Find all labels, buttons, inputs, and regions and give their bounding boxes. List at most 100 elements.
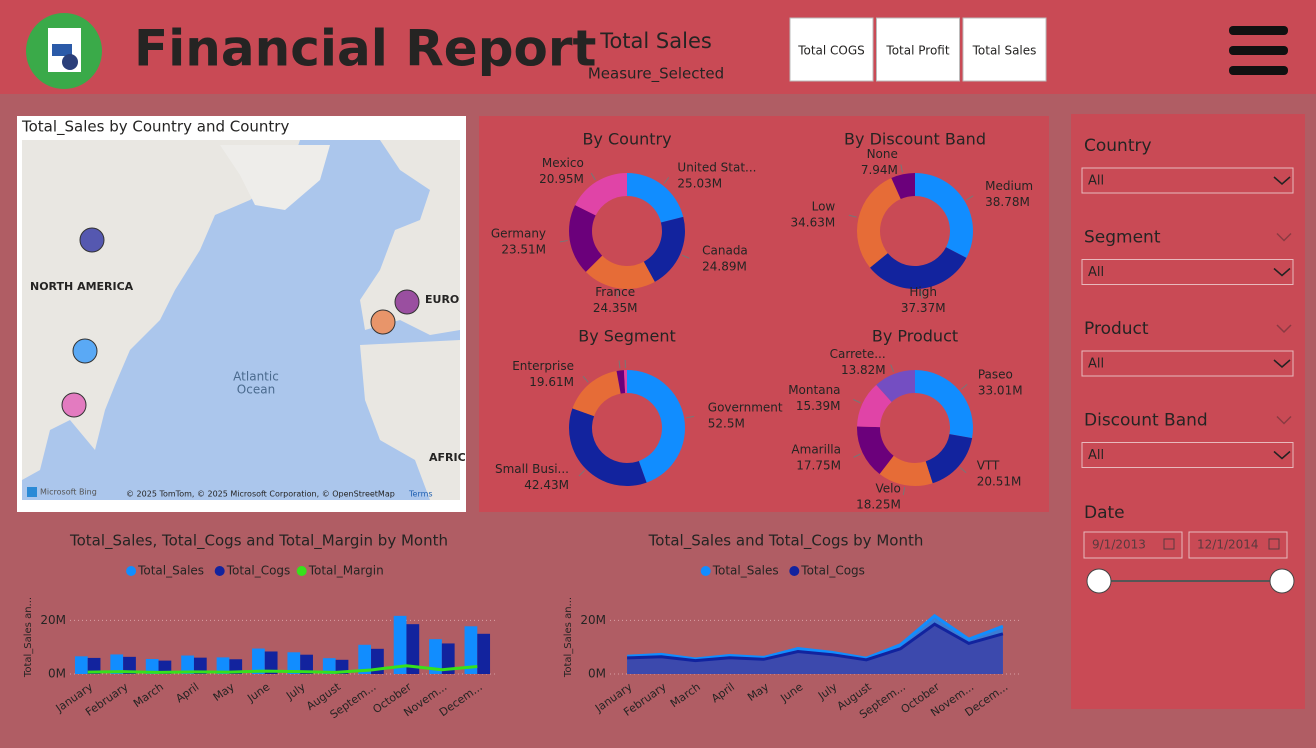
donut-value: 24.35M [593,301,638,315]
filter-label: Product [1084,319,1149,339]
donut-label: Paseo [978,368,1013,382]
filter-label: Segment [1084,228,1161,248]
menu-icon[interactable] [1229,26,1288,75]
map-bubble[interactable] [61,392,87,418]
bar [158,660,172,674]
dropdown-chevron [1273,267,1291,277]
bar [123,656,136,674]
legend-label: Total_Cogs [226,564,291,578]
dropdown[interactable] [1081,167,1294,194]
bar [264,651,278,674]
slider-handle[interactable] [1269,568,1295,594]
donut-slice [879,455,933,487]
bar [464,626,478,674]
leader-line [966,195,974,201]
donut-slice [627,370,686,483]
donut-slice [616,370,626,394]
chart-title: Total_Sales and Total_Cogs by Month [648,532,924,551]
donut-slice [915,370,973,439]
donut-label: None [867,147,898,161]
donut-slice [623,369,627,394]
dropdown[interactable] [1081,442,1294,468]
donut-value: 18.25M [856,497,901,511]
filter-label: Discount Band [1084,411,1208,431]
leader-line [920,290,923,299]
donut-label: Medium [985,179,1033,193]
leader-line [960,383,968,390]
dropdown[interactable] [1081,259,1294,285]
slider-handle[interactable] [1086,568,1112,594]
map-label: Atlantic [233,370,279,384]
donut-slice [627,173,684,223]
donut-title: By Product [872,327,958,346]
donut-label: Amarilla [791,443,841,457]
collapse-icon[interactable] [1276,324,1292,334]
line [87,664,478,674]
map-bubble[interactable] [394,289,420,315]
legend-label: Total_Sales [712,564,779,578]
donut-slice [572,370,621,417]
measure-button[interactable] [962,17,1047,82]
measure-button-label: Total Sales [972,44,1037,58]
donut-value: 20.95M [539,172,584,186]
y-axis-label: Total_Sales an... [23,597,34,678]
donut-slice [915,173,973,258]
measure-button[interactable] [876,17,960,82]
map-label: Ocean [237,383,275,397]
bar [229,659,243,674]
measure-button[interactable] [789,17,874,82]
donut-value: 7.94M [861,163,898,177]
donut-label: High [909,285,937,299]
leader-line [618,360,621,369]
leader-line [853,399,861,404]
donut-value: 25.03M [677,176,722,190]
bar [145,658,159,674]
map-land [360,140,460,335]
date-input[interactable] [1188,531,1288,559]
logo-pie [62,54,78,70]
donut-slice [876,369,915,402]
map-attribution: © 2025 TomTom, © 2025 Microsoft Corporat… [126,490,395,499]
leader-line [902,487,906,496]
dropdown-value: All [1088,448,1104,463]
bar [287,652,301,674]
leader-line [559,240,568,243]
donut-value: 37.37M [901,301,946,315]
donut-value: 15.39M [796,399,841,413]
map-terms[interactable]: Terms [408,490,433,499]
collapse-icon[interactable] [1276,232,1292,242]
donut-slice [891,173,915,200]
donut-slice [857,426,894,474]
bar [110,654,124,674]
menu-bar [1229,46,1288,55]
donut-label: Low [812,199,836,213]
map-bubble[interactable] [72,338,98,364]
chart-title: Total_Sales, Total_Cogs and Total_Margin… [69,532,448,551]
bar [74,656,88,674]
donut-label: Mexico [542,156,584,170]
bar [441,643,455,674]
map-bubble[interactable] [79,227,105,253]
line [627,622,1004,663]
dropdown[interactable] [1081,350,1294,377]
dropdown-value: All [1088,265,1104,280]
date-input[interactable] [1083,531,1183,559]
donut-value: 23.51M [501,243,546,257]
bar [87,657,101,674]
donut-label: Montana [788,383,840,397]
y-tick-label: 0M [48,667,66,681]
bar [216,657,230,674]
map-label: NORTH AMERICA [30,280,134,293]
donut-title: By Country [582,130,671,149]
collapse-icon[interactable] [1276,415,1292,425]
menu-bar [1229,26,1288,35]
map-label: EURO [425,293,459,306]
leader-line [590,172,596,181]
donut-label: Canada [702,244,748,258]
donut-value: 33.01M [978,384,1023,398]
legend-marker [296,566,307,576]
leader-line [959,467,967,474]
map-bubble[interactable] [370,309,396,335]
bar [393,615,407,674]
